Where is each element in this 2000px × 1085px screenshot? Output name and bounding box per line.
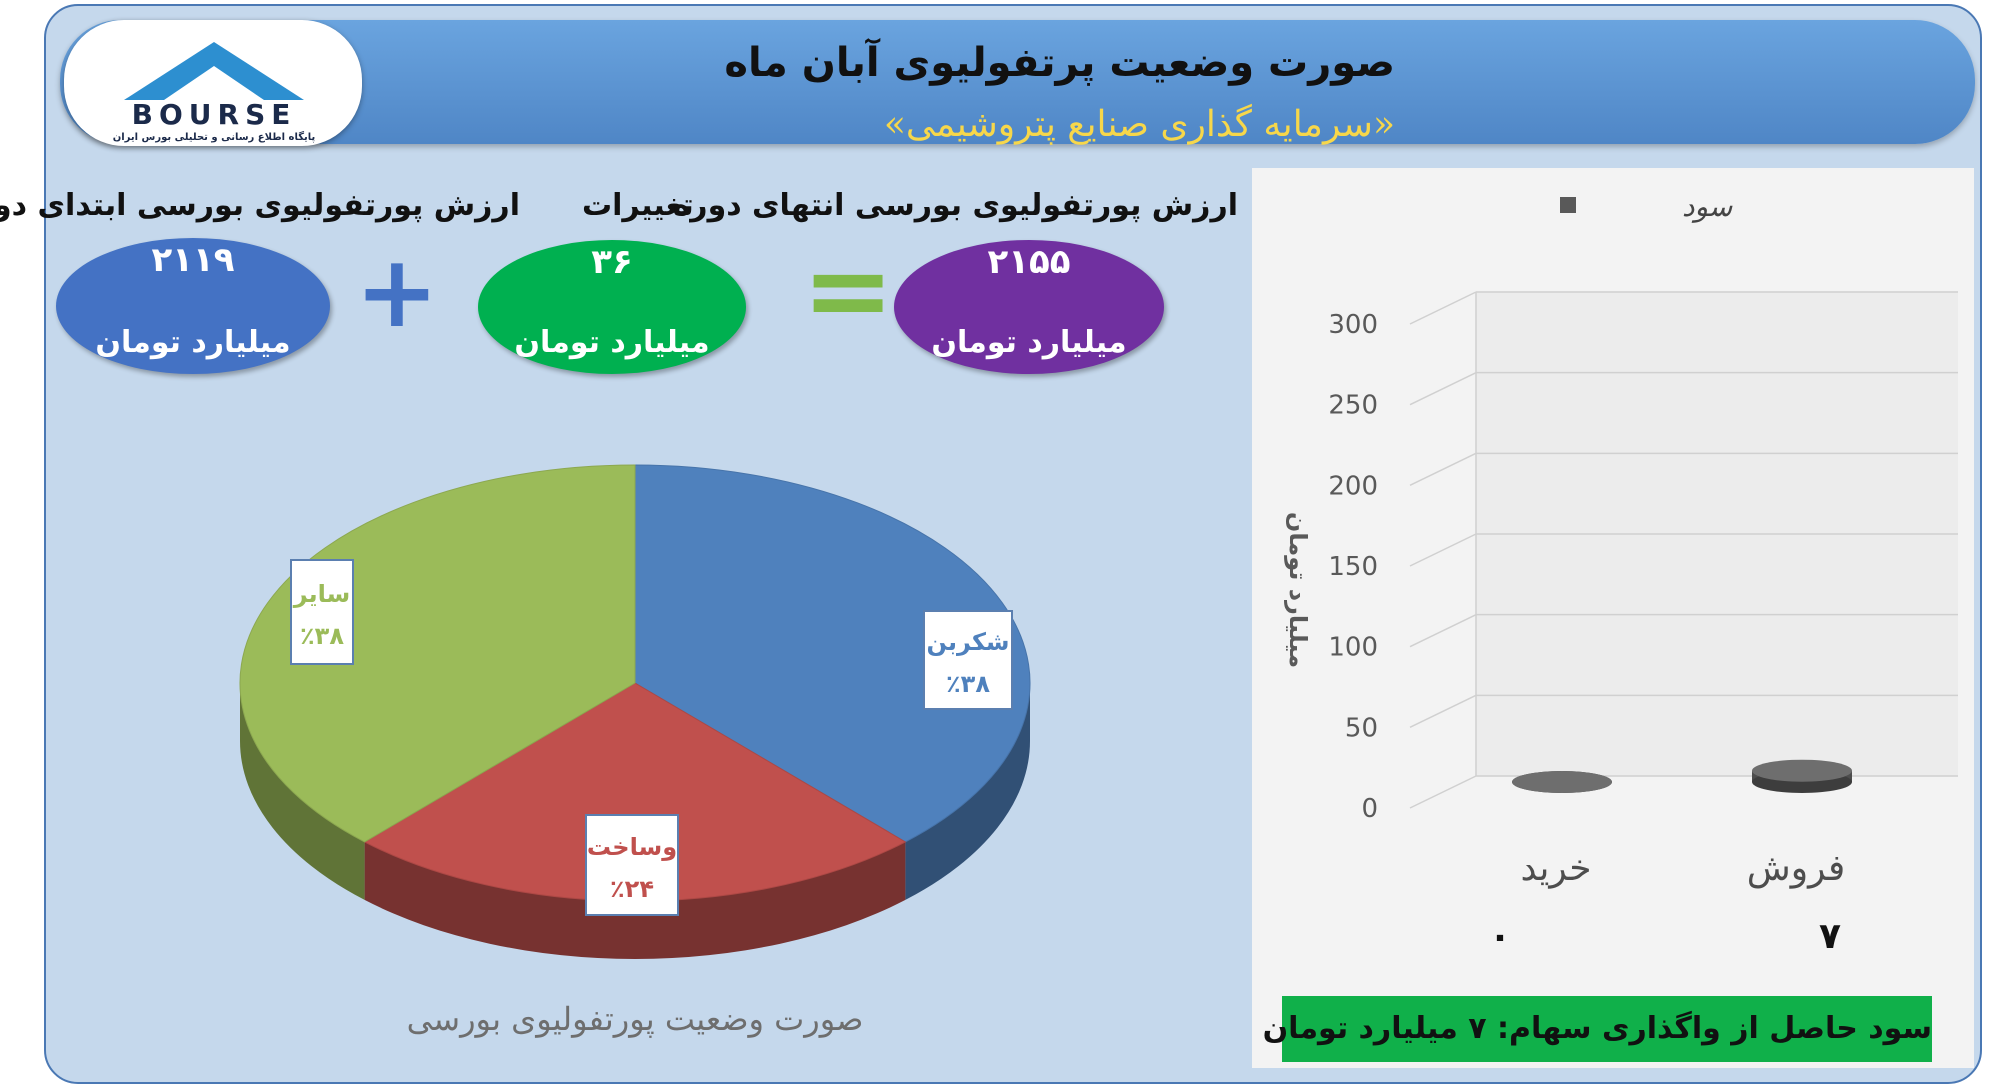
pie-label-name-1: وساخت [587, 833, 677, 861]
pie-caption: صورت وضعیت پورتفولیوی بورسی [406, 1000, 864, 1038]
bar-category-0: خرید [1520, 848, 1591, 889]
page-subtitle: «سرمایه گذاری صنایع پتروشیمی» [883, 104, 1395, 145]
bar-y-tick-1: 50 [1345, 713, 1378, 743]
bar-legend-label: سود [1682, 190, 1733, 223]
change-value-unit: میلیارد تومان [514, 325, 710, 360]
bar-cap-1 [1752, 759, 1852, 782]
pie-label-box-0 [923, 610, 1013, 710]
bar-y-tick-3: 150 [1328, 552, 1378, 582]
bar-y-tick-2: 100 [1328, 633, 1378, 663]
pie-side-0 [905, 683, 1031, 900]
logo-wordmark: BOURSE [132, 98, 297, 131]
bar-legend: سود [1560, 190, 1733, 223]
end-value-unit: میلیارد تومان [931, 325, 1127, 360]
page-title: صورت وضعیت پرتفولیوی آبان ماه [724, 40, 1395, 86]
pie-label-name-2: سایر [293, 580, 351, 608]
start-value-unit: میلیارد تومان [95, 325, 291, 360]
start-value-label: ارزش پورتفولیوی بورسی ابتدای دوره [0, 188, 520, 223]
logo-tagline: پایگاه اطلاع رسانی و تحلیلی بورس ایران [113, 130, 316, 143]
pie-side-2 [240, 683, 365, 900]
bar-grid [1409, 291, 1958, 809]
end-value: ۲۱۵۵ [987, 242, 1071, 282]
bar-category-1: فروش [1747, 848, 1845, 889]
end-value-ellipse: ۲۱۵۵ میلیارد تومان [894, 240, 1164, 374]
bar-gridline-diag-2 [1409, 613, 1477, 648]
bourse-logo: BOURSE پایگاه اطلاع رسانی و تحلیلی بورس … [64, 20, 362, 146]
pie-side-1 [364, 841, 906, 959]
bar-gridline-diag-0 [1409, 775, 1477, 809]
pie-label-name-0: شکربن [926, 628, 1009, 656]
end-value-label: ارزش پورتفولیوی بورسی انتهای دوره [672, 188, 1238, 223]
header-banner: صورت وضعیت پرتفولیوی آبان ماه «سرمایه گذ… [60, 20, 1975, 145]
bar-value-label-1: ۷ [1819, 916, 1841, 957]
pie-slice-0 [634, 464, 1031, 843]
change-label: تغییرات [582, 188, 694, 223]
pie-depth [240, 683, 1031, 959]
start-value-ellipse: ۲۱۱۹ میلیارد تومان [56, 238, 330, 374]
bar-legend-swatch [1560, 197, 1576, 213]
pie-label-box-2 [290, 559, 354, 665]
bar-y-tick-6: 300 [1328, 310, 1378, 340]
profit-summary: سود حاصل از واگذاری سهام: ۷ میلیارد توما… [1263, 996, 1932, 1062]
pie-label-percent-2: ٪۳۸ [300, 622, 344, 650]
bar-y-axis-label: میلیارد تومان [1284, 512, 1312, 668]
bar-marks [1512, 759, 1852, 793]
change-value-ellipse: ۳۶ میلیارد تومان [478, 240, 746, 374]
bar-gridline-diag-6 [1409, 291, 1477, 325]
bar-gridline-diag-1 [1409, 694, 1477, 729]
bar-ticks: 0 50 100 150 200 250 300 [1328, 310, 1378, 824]
pie-chart: شکربن ٪۳۸ وساخت ٪۲۴ سایر ٪۳۸ [239, 464, 1031, 959]
bar-cap-0 [1512, 771, 1612, 793]
pie-labels: شکربن ٪۳۸ وساخت ٪۲۴ سایر ٪۳۸ [290, 559, 1013, 916]
bar-value-label-0: ۰ [1489, 916, 1511, 957]
change-value: ۳۶ [591, 242, 633, 282]
pie-label-box-1 [585, 814, 679, 916]
pie-label-percent-1: ٪۲۴ [610, 875, 654, 903]
bar-gridline-diag-5 [1409, 371, 1477, 406]
bar-y-tick-5: 250 [1328, 391, 1378, 421]
bar-y-tick-0: 0 [1361, 794, 1378, 824]
bourse-logo-graphic: BOURSE پایگاه اطلاع رسانی و تحلیلی بورس … [113, 42, 316, 143]
bar-gridline-diag-4 [1409, 452, 1477, 487]
bar-y-tick-4: 200 [1328, 471, 1378, 501]
bar-gridline-diag-3 [1409, 533, 1477, 567]
start-value: ۲۱۱۹ [151, 240, 235, 280]
pie-label-percent-0: ٪۳۸ [946, 670, 990, 698]
